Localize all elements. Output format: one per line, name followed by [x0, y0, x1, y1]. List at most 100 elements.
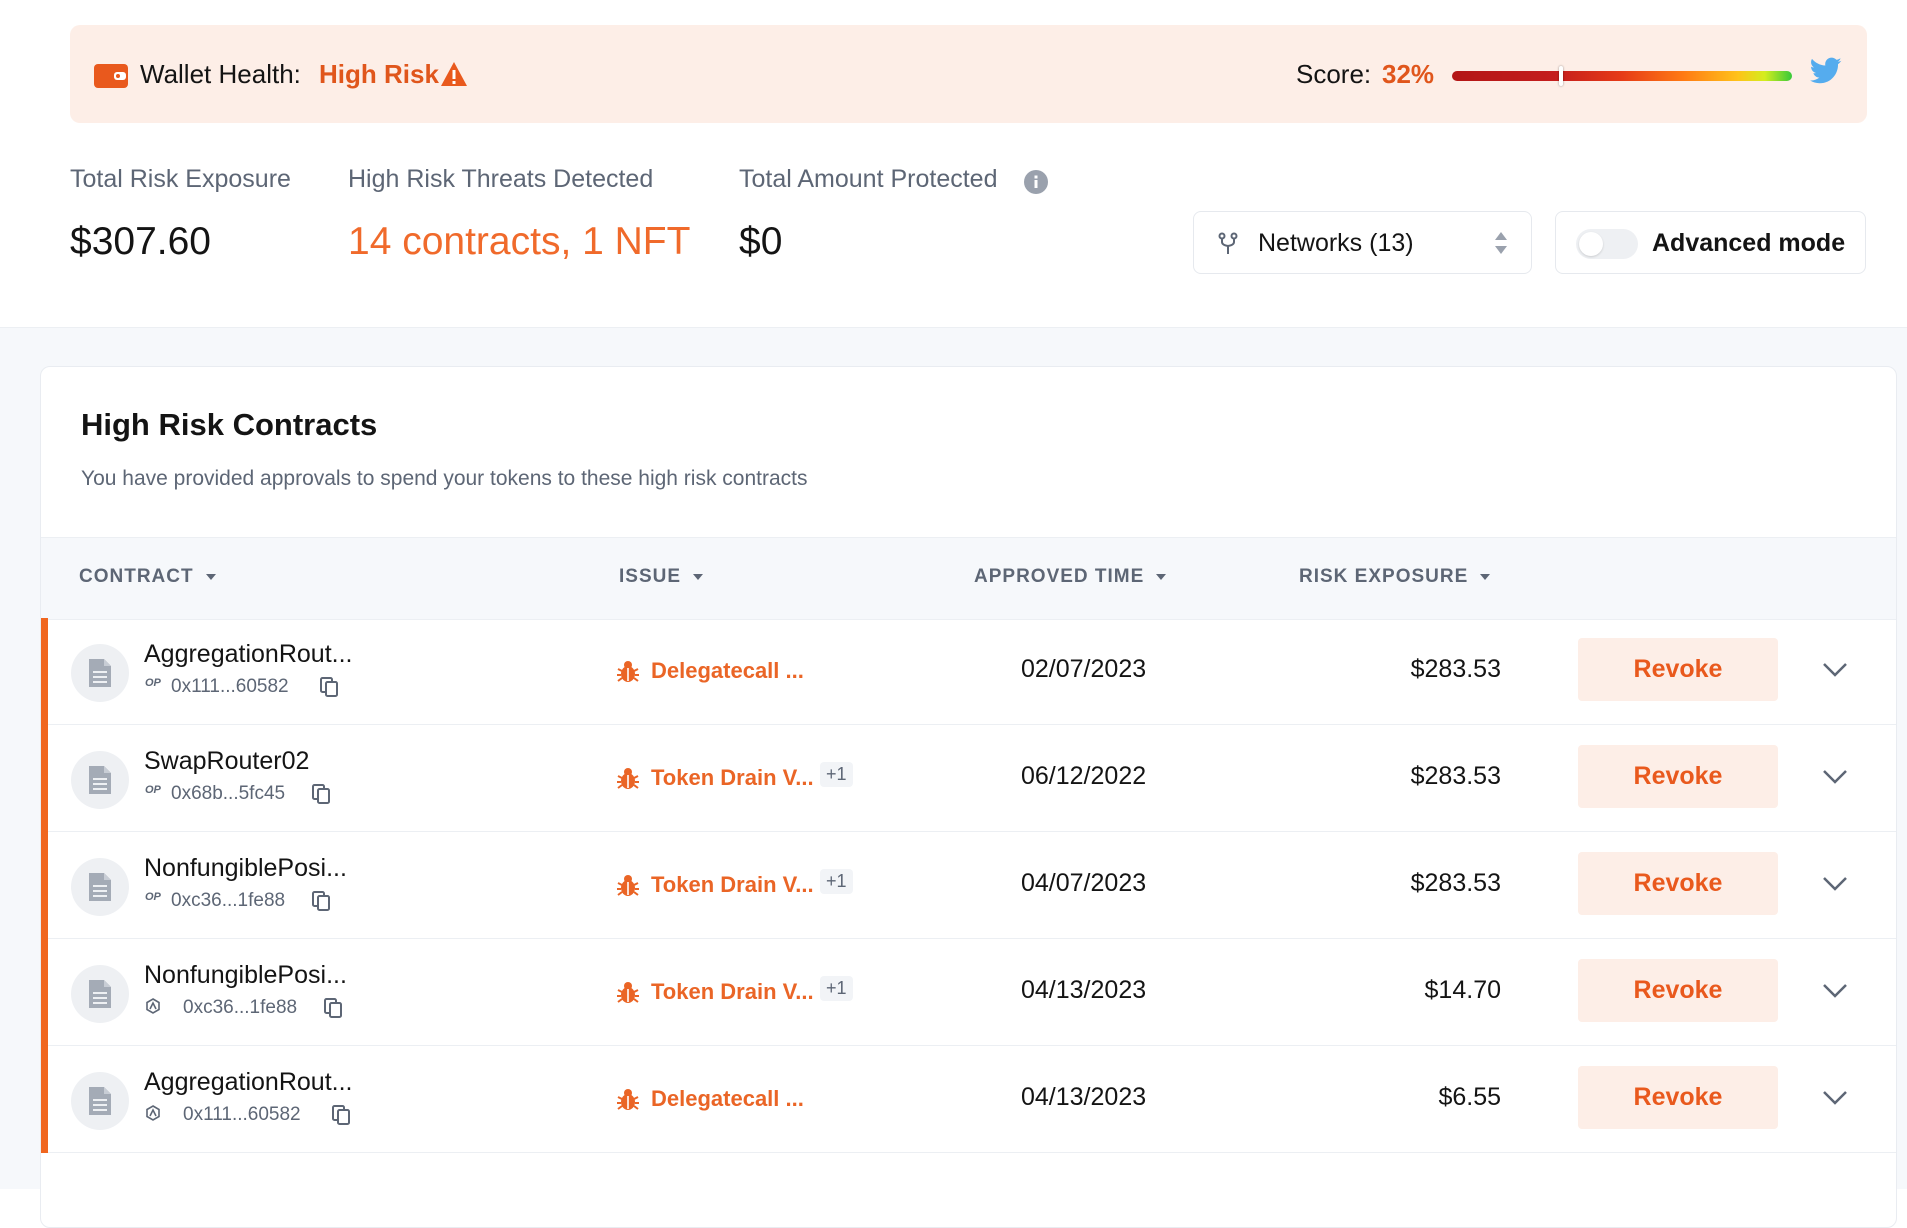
document-icon	[89, 1087, 111, 1115]
contract-avatar	[71, 965, 129, 1023]
contract-name[interactable]: NonfungiblePosi...	[144, 961, 347, 989]
issue-label[interactable]: Delegatecall ...	[651, 1086, 804, 1111]
bug-icon	[617, 982, 639, 1003]
chevron-down-icon[interactable]	[1822, 876, 1848, 892]
risk-exposure-amount: $283.53	[1410, 762, 1501, 790]
warning-icon	[441, 62, 467, 86]
info-icon[interactable]	[1024, 170, 1048, 194]
twitter-icon[interactable]	[1810, 57, 1842, 85]
contract-name[interactable]: AggregationRout...	[144, 1068, 353, 1096]
score-gauge	[1452, 66, 1792, 86]
document-icon	[89, 766, 111, 794]
copy-icon[interactable]	[320, 677, 338, 697]
bug-icon	[617, 768, 639, 789]
networks-select[interactable]: Networks (13)	[1193, 211, 1532, 274]
risk-accent-bar	[41, 1046, 48, 1153]
card-title: High Risk Contracts	[81, 407, 378, 442]
contract-name[interactable]: SwapRouter02	[144, 747, 310, 775]
copy-icon[interactable]	[332, 1105, 350, 1125]
total-protected-value: $0	[739, 220, 783, 263]
issue-label[interactable]: Token Drain V...	[651, 872, 814, 897]
bug-icon	[617, 1089, 639, 1110]
revoke-button[interactable]: Revoke	[1578, 638, 1778, 701]
contract-address[interactable]: 0xc36...1fe88	[183, 997, 298, 1018]
score-label: Score:	[1296, 59, 1372, 89]
chevron-down-icon[interactable]	[1822, 983, 1848, 999]
risk-exposure-amount: $283.53	[1410, 655, 1501, 683]
score-marker	[1558, 66, 1563, 86]
chevron-down-icon[interactable]	[1822, 769, 1848, 785]
issue-count-badge[interactable]: +1	[820, 869, 853, 894]
optimism-icon: OP	[145, 891, 161, 903]
sort-caret-icon	[1156, 573, 1167, 580]
card-subtitle: You have provided approvals to spend you…	[81, 467, 808, 490]
copy-icon[interactable]	[312, 891, 330, 911]
column-header-issue[interactable]: ISSUE	[619, 566, 704, 588]
total-risk-exposure-label: Total Risk Exposure	[70, 165, 291, 193]
column-header-risk-exposure[interactable]: RISK EXPOSURE	[1299, 566, 1491, 588]
revoke-button[interactable]: Revoke	[1578, 1066, 1778, 1129]
column-header-approved-time[interactable]: APPROVED TIME	[974, 566, 1167, 588]
sort-updown-icon	[1495, 232, 1507, 254]
contract-address[interactable]: 0xc36...1fe88	[171, 890, 286, 911]
bug-icon	[617, 875, 639, 896]
approved-date: 04/13/2023	[1021, 976, 1147, 1004]
wallet-icon	[94, 64, 128, 88]
revoke-button[interactable]: Revoke	[1578, 852, 1778, 915]
table-row: SwapRouter02 OP 0x68b...5fc45 Token Drai…	[41, 725, 1896, 832]
document-icon	[89, 873, 111, 901]
sort-caret-icon	[1480, 573, 1491, 580]
contract-avatar	[71, 751, 129, 809]
revoke-button[interactable]: Revoke	[1578, 959, 1778, 1022]
revoke-button[interactable]: Revoke	[1578, 745, 1778, 808]
issue-count-badge[interactable]: +1	[820, 976, 853, 1001]
risk-accent-bar	[41, 939, 48, 1046]
wallet-health-banner: Wallet Health: High Risk Score: 32%	[70, 25, 1867, 123]
table-header: CONTRACT ISSUE APPROVED TIME RISK EXPOSU…	[41, 537, 1896, 620]
threats-detected-label: High Risk Threats Detected	[348, 165, 654, 193]
network-fork-icon	[1218, 232, 1238, 254]
contract-name[interactable]: NonfungiblePosi...	[144, 854, 347, 882]
copy-icon[interactable]	[324, 998, 342, 1018]
issue-label[interactable]: Token Drain V...	[651, 765, 814, 790]
threats-detected-value: 14 contracts, 1 NFT	[348, 220, 691, 263]
arbitrum-icon	[145, 1105, 161, 1121]
contract-avatar	[71, 644, 129, 702]
chevron-down-icon[interactable]	[1822, 662, 1848, 678]
optimism-icon: OP	[145, 677, 161, 689]
wallet-health-label: Wallet Health:	[140, 59, 301, 89]
risk-accent-bar	[41, 832, 48, 939]
approved-date: 02/07/2023	[1021, 655, 1147, 683]
wallet-health-status: High Risk	[319, 59, 439, 89]
chevron-down-icon[interactable]	[1822, 1090, 1848, 1106]
contract-address[interactable]: 0x68b...5fc45	[171, 783, 286, 804]
risk-exposure-amount: $14.70	[1424, 976, 1501, 1004]
approved-date: 04/07/2023	[1021, 869, 1147, 897]
total-protected-label: Total Amount Protected	[739, 165, 998, 193]
approved-date: 04/13/2023	[1021, 1083, 1147, 1111]
contract-name[interactable]: AggregationRout...	[144, 640, 353, 668]
risk-exposure-amount: $283.53	[1410, 869, 1501, 897]
contract-avatar	[71, 1072, 129, 1130]
risk-accent-bar	[41, 725, 48, 832]
document-icon	[89, 659, 111, 687]
table-row: AggregationRout... OP 0x111...60582 Dele…	[41, 618, 1896, 725]
networks-select-label: Networks (13)	[1258, 229, 1414, 257]
document-icon	[89, 980, 111, 1008]
contract-address[interactable]: 0x111...60582	[171, 676, 289, 697]
contract-address[interactable]: 0x111...60582	[183, 1104, 301, 1125]
issue-label[interactable]: Delegatecall ...	[651, 658, 804, 683]
copy-icon[interactable]	[312, 784, 330, 804]
toggle-knob	[1579, 232, 1603, 256]
risk-accent-bar	[41, 618, 48, 725]
column-header-contract[interactable]: CONTRACT	[79, 566, 216, 588]
issue-count-badge[interactable]: +1	[820, 762, 853, 787]
advanced-mode-toggle[interactable]	[1576, 229, 1638, 259]
optimism-icon: OP	[145, 784, 161, 796]
sort-caret-icon	[693, 573, 704, 580]
arbitrum-icon	[145, 998, 161, 1014]
approved-date: 06/12/2022	[1021, 762, 1147, 790]
risk-exposure-amount: $6.55	[1438, 1083, 1501, 1111]
advanced-mode-label: Advanced mode	[1652, 229, 1846, 257]
issue-label[interactable]: Token Drain V...	[651, 979, 814, 1004]
